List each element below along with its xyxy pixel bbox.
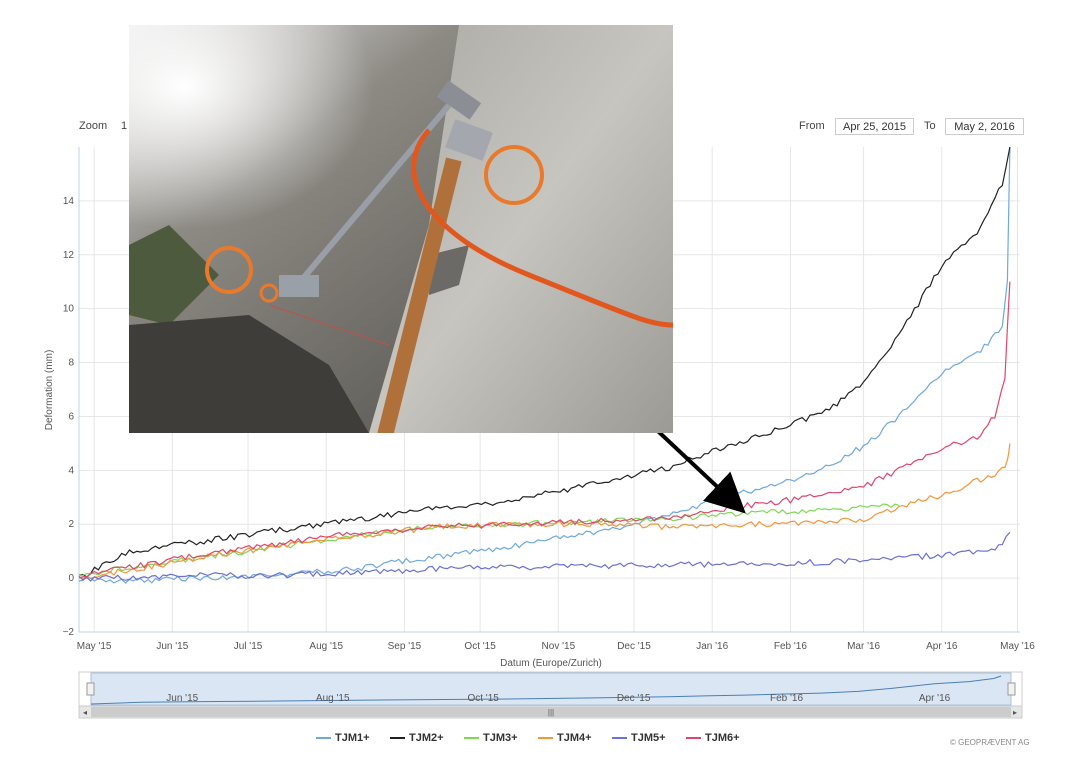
navigator-tick-label: Apr '16	[919, 693, 951, 704]
legend-swatch	[390, 737, 405, 739]
sensor-photo	[129, 25, 673, 433]
navigator-tick-label: Jun '15	[166, 693, 198, 704]
series-line-tjm5	[78, 531, 1011, 582]
from-label: From	[799, 120, 825, 132]
scroll-left-icon[interactable]: ◂	[83, 708, 87, 717]
scroll-right-icon[interactable]: ▸	[1013, 708, 1017, 717]
y-tick-label: 0	[68, 573, 74, 584]
legend-swatch	[464, 737, 479, 739]
y-tick-label: 10	[63, 304, 75, 315]
navigator-selection[interactable]	[90, 672, 1012, 706]
to-label: To	[924, 120, 936, 132]
navigator-tick-label: Oct '15	[467, 693, 499, 704]
series-line-tjm2	[78, 146, 1011, 578]
legend-label: TJM1+	[335, 732, 370, 744]
navigator-series-line	[90, 675, 1002, 705]
legend: TJM1+ TJM2+ TJM3+ TJM4+ TJM5+ TJM6+	[300, 731, 760, 747]
x-tick-label: Jun '15	[156, 641, 188, 652]
x-tick-label: Oct '15	[464, 641, 496, 652]
x-tick-label: May '16	[1000, 641, 1035, 652]
zoom-label: Zoom	[79, 120, 108, 132]
legend-label: TJM3+	[483, 732, 518, 744]
x-tick-label: May '15	[77, 641, 112, 652]
from-date-input[interactable]: Apr 25, 2015	[835, 118, 914, 135]
series-line-tjm4	[78, 443, 1011, 580]
legend-label: TJM6+	[705, 732, 740, 744]
y-axis-title: Deformation (mm)	[44, 350, 55, 431]
y-tick-label: 4	[68, 465, 74, 476]
legend-label: TJM4+	[557, 732, 592, 744]
zoom-button[interactable]: 1	[121, 120, 128, 132]
to-date-input[interactable]: May 2, 2016	[945, 118, 1024, 135]
x-tick-label: Mar '16	[847, 641, 880, 652]
x-tick-label: Nov '15	[542, 641, 576, 652]
navigator-labels: Jun '15 Aug '15 Oct '15 Dec '15 Feb '16 Apr '…	[166, 693, 950, 704]
y-tick-label: 6	[68, 411, 74, 422]
y-tick-label: 2	[68, 519, 74, 530]
x-tick-label: Jan '16	[696, 641, 728, 652]
y-tick-label: 12	[63, 250, 75, 261]
x-tick-label: Apr '16	[926, 641, 958, 652]
x-tick-label: Jul '15	[234, 641, 263, 652]
navigator-tick-label: Aug '15	[316, 693, 350, 704]
legend-swatch	[612, 737, 627, 739]
y-tick-label: 14	[63, 196, 75, 207]
legend-swatch	[686, 737, 701, 739]
x-axis-title: Datum (Europe/Zurich)	[500, 658, 602, 669]
sensor-photo-illustration	[129, 25, 673, 433]
y-axis-ticks: −2 0 2 4 6 8 10 12 14	[63, 196, 75, 638]
x-tick-label: Feb '16	[774, 641, 807, 652]
y-tick-label: 8	[68, 358, 74, 369]
navigator-tick-label: Feb '16	[770, 693, 803, 704]
x-tick-label: Aug '15	[309, 641, 343, 652]
credits: © GEOPRÆVENT AG	[950, 738, 1030, 747]
navigator-handle-right[interactable]	[1007, 682, 1016, 696]
x-tick-label: Dec '15	[617, 641, 651, 652]
series-group	[78, 146, 1011, 584]
legend-label: TJM5+	[631, 732, 666, 744]
legend-swatch	[538, 737, 553, 739]
navigator-scrollbar-thumb[interactable]	[91, 707, 1011, 717]
navigator-tick-label: Dec '15	[617, 693, 651, 704]
series-line-tjm6	[78, 281, 1011, 579]
legend-label: TJM2+	[409, 732, 444, 744]
x-tick-label: Sep '15	[388, 641, 422, 652]
y-tick-label: −2	[63, 627, 75, 638]
x-axis-ticks: May '15 Jun '15 Jul '15 Aug '15 Sep '15 Oct '…	[77, 641, 1035, 652]
navigator-handle-left[interactable]	[86, 682, 95, 696]
scrollbar-grip-icon: |||	[548, 708, 554, 717]
legend-swatch	[316, 737, 331, 739]
